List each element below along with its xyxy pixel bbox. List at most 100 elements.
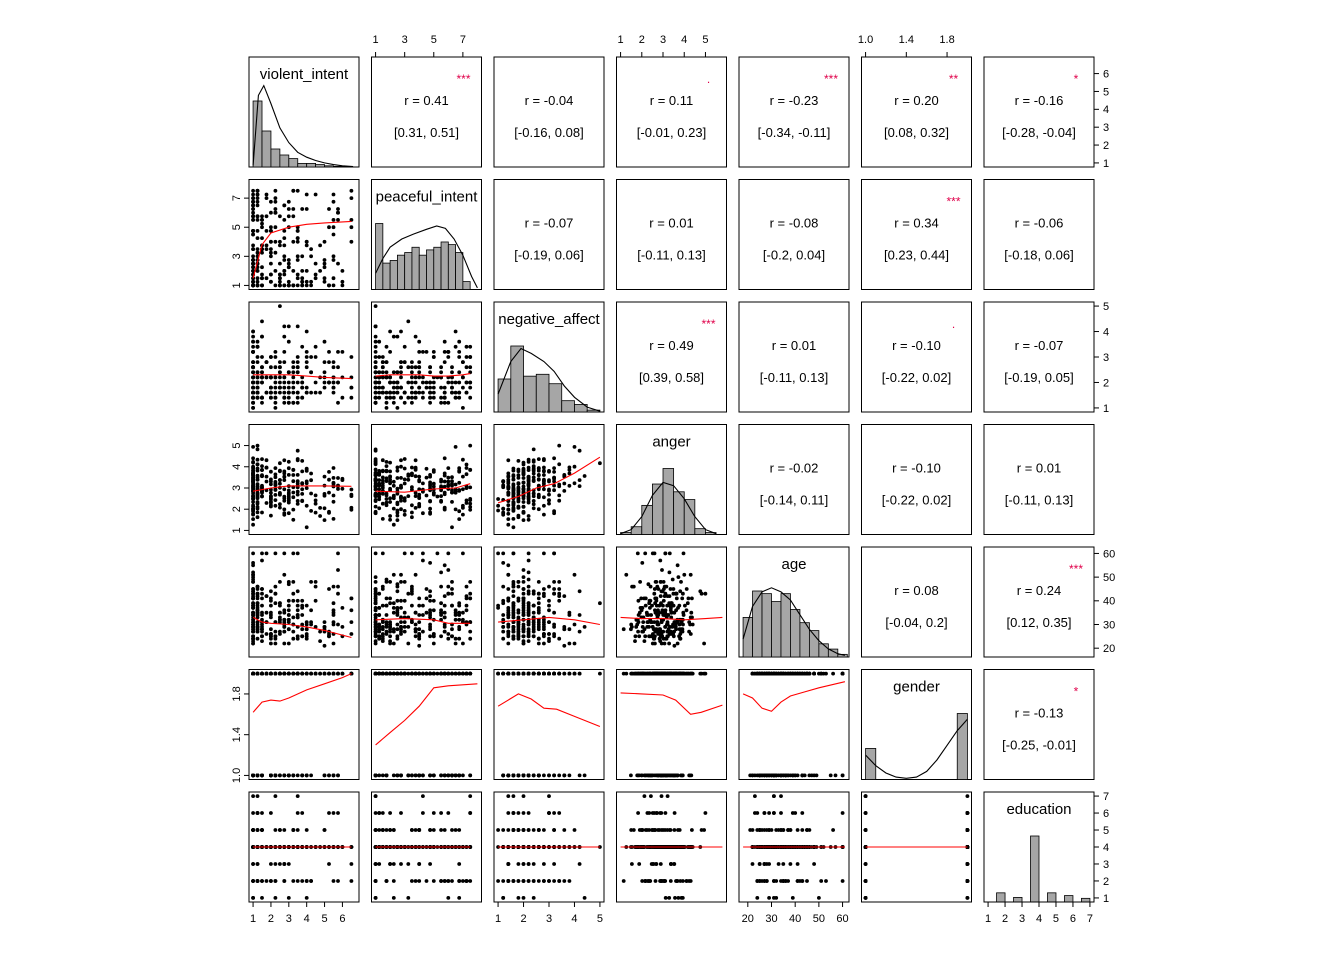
panel-frame <box>738 301 850 413</box>
scatter-point <box>373 324 378 329</box>
scatter-point <box>295 603 300 608</box>
scatter-point <box>428 370 432 375</box>
scatter-point <box>286 608 291 613</box>
scatter-point <box>373 467 378 472</box>
scatter-point <box>786 671 790 676</box>
scatter-point <box>264 474 269 479</box>
scatter-point <box>442 395 447 400</box>
scatter-point <box>260 510 264 515</box>
scatter-point <box>672 622 677 627</box>
scatter-point <box>439 634 443 639</box>
scatter-point <box>410 510 414 515</box>
scatter-point <box>442 350 447 354</box>
scatter-point <box>464 596 469 601</box>
scatter-point <box>402 629 407 634</box>
panel-r3-c6: r = 0.01[-0.11, 0.13] <box>983 424 1095 535</box>
scatter-point <box>424 493 429 498</box>
scatter-point <box>309 580 313 584</box>
scatter-point <box>260 283 264 288</box>
scatter-point <box>521 603 526 608</box>
scatter-point <box>291 490 296 495</box>
scatter-point <box>552 475 556 480</box>
scatter-point <box>457 380 462 385</box>
correlation-ci: [0.12, 0.35] <box>1006 615 1071 630</box>
scatter-point <box>547 598 551 603</box>
panel-r4-c0 <box>248 546 360 658</box>
loess-curve <box>375 618 471 624</box>
scatter-point <box>526 460 531 464</box>
panel-r3-c1 <box>371 424 482 535</box>
scatter-point <box>373 828 378 832</box>
scatter-point <box>450 525 454 530</box>
scatter-point <box>450 828 454 832</box>
scatter-point <box>669 610 674 615</box>
scatter-point <box>511 468 516 473</box>
correlation-ci: [-0.01, 0.23] <box>637 125 706 140</box>
scatter-point <box>260 622 264 627</box>
scatter-point <box>547 488 551 493</box>
scatter-point <box>260 613 264 617</box>
scatter-point <box>251 400 256 405</box>
scatter-point <box>501 485 506 490</box>
scatter-point <box>322 518 327 522</box>
scatter-point <box>468 485 473 490</box>
scatter-point <box>468 443 473 448</box>
scatter-point <box>506 587 511 591</box>
scatter-point <box>795 773 800 778</box>
scatter-point <box>439 488 443 493</box>
scatter-point <box>336 568 340 572</box>
scatter-point <box>450 479 454 483</box>
scatter-point <box>373 575 378 579</box>
scatter-point <box>282 625 287 629</box>
scatter-point <box>453 445 458 449</box>
scatter-point <box>643 634 648 639</box>
scatter-point <box>657 671 662 676</box>
scatter-point <box>506 828 511 832</box>
scatter-point <box>506 563 511 568</box>
scatter-point <box>255 218 260 222</box>
scatter-point <box>453 507 458 512</box>
scatter-point <box>442 615 447 620</box>
scatter-point <box>521 622 526 627</box>
scatter-point <box>391 610 396 615</box>
scatter-point <box>402 496 407 501</box>
panel-frame <box>371 669 482 780</box>
scatter-point <box>680 773 685 778</box>
scatter-point <box>698 589 703 594</box>
scatter-point <box>698 671 703 676</box>
scatter-point <box>410 365 414 370</box>
scatter-point <box>273 250 278 255</box>
scatter-point <box>291 580 296 584</box>
scatter-point <box>269 479 273 484</box>
scatter-point <box>388 500 392 504</box>
histogram-bar <box>270 148 281 168</box>
scatter-point <box>536 494 541 498</box>
scatter-point <box>442 625 447 629</box>
scatter-point <box>304 671 309 676</box>
scatter-point <box>413 390 418 395</box>
scatter-point <box>282 334 287 339</box>
scatter-point <box>273 601 278 606</box>
scatter-point <box>410 380 414 385</box>
scatter-point <box>506 572 511 577</box>
scatter-point <box>675 563 680 568</box>
scatter-point <box>446 483 451 488</box>
scatter-point <box>410 603 414 608</box>
loess-curve <box>497 456 601 504</box>
scatter-point <box>671 632 675 636</box>
scatter-point <box>269 500 273 505</box>
scatter-point <box>450 365 454 370</box>
scatter-point <box>269 254 273 259</box>
scatter-point <box>431 634 436 639</box>
scatter-point <box>291 629 296 634</box>
scatter-point <box>582 474 587 478</box>
scatter-point <box>286 627 291 632</box>
loess-curve <box>252 616 352 639</box>
scatter-point <box>572 641 577 646</box>
scatter-point <box>650 671 655 676</box>
scatter-point <box>526 551 531 556</box>
scatter-point <box>650 641 655 646</box>
scatter-point <box>295 258 300 262</box>
scatter-point <box>642 794 647 798</box>
scatter-point <box>511 517 516 521</box>
